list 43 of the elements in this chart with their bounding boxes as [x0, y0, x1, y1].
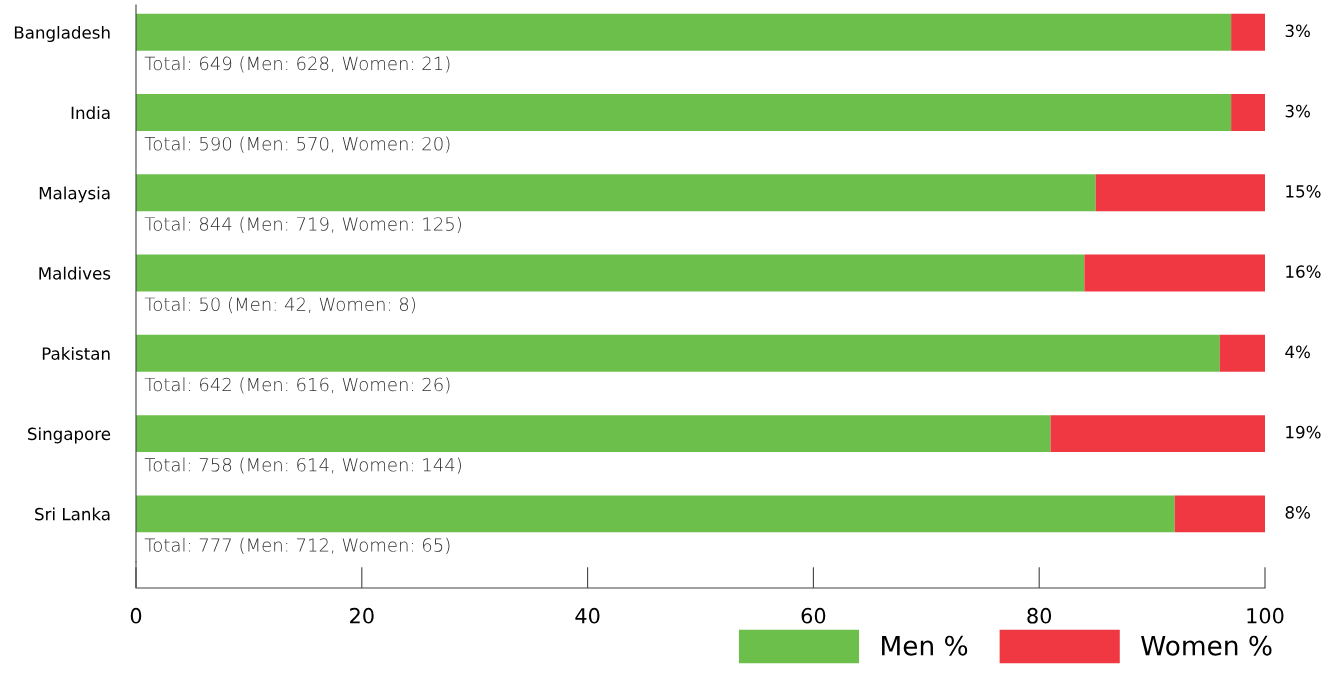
data-label: 16% [1286, 265, 1321, 278]
annotation: Total: 844 (Men: 719, Women: 125) [144, 216, 461, 233]
x-tick-label: 100 [1247, 607, 1284, 624]
bar [136, 174, 1096, 212]
data-label: 3% [1285, 104, 1310, 118]
y-tick-label: Pakistan [42, 346, 110, 360]
annotation: Total: 649 (Men: 628, Women: 21) [144, 56, 450, 73]
data-label: 4% [1285, 345, 1310, 359]
y-tick-label: Sri Lanka [35, 507, 110, 521]
data-label: 3% [1285, 24, 1310, 38]
annotation: Total: 50 (Men: 42, Women: 8) [144, 297, 415, 314]
bar [1095, 174, 1265, 212]
bar [1231, 13, 1265, 51]
bar [1231, 94, 1265, 132]
x-tick-label: 20 [350, 607, 374, 624]
bar [136, 495, 1175, 533]
data-label: 8% [1285, 506, 1310, 519]
bar [136, 254, 1085, 292]
annotation: Total: 758 (Men: 614, Women: 144) [144, 457, 461, 474]
data-label: 19% [1286, 425, 1321, 439]
bar [1084, 254, 1265, 292]
y-tick-label: Malaysia [39, 186, 110, 203]
annotation: Total: 642 (Men: 616, Women: 26) [144, 377, 450, 394]
x-tick-label: 80 [1027, 607, 1052, 624]
bar [136, 334, 1220, 372]
y-tick-label: Bangladesh [14, 25, 110, 43]
data-label: 15% [1286, 185, 1321, 198]
annotation: Total: 590 (Men: 570, Women: 20) [144, 136, 450, 153]
bar [136, 415, 1051, 453]
x-tick-label: 60 [801, 607, 826, 624]
legend-label: Men % [882, 635, 968, 656]
bar [1174, 495, 1265, 533]
y-tick-label: India [71, 106, 110, 120]
x-tick-label: 40 [575, 607, 600, 624]
bar [136, 94, 1232, 132]
annotation: Total: 777 (Men: 712, Women: 65) [144, 537, 450, 554]
bar [136, 13, 1232, 51]
y-tick-label: Singapore [28, 427, 111, 444]
x-tick-label: 0 [130, 607, 142, 624]
bar [1219, 334, 1265, 372]
bar [1050, 415, 1265, 453]
y-tick-label: Maldives [39, 266, 111, 280]
legend-label: Women % [1141, 635, 1272, 656]
